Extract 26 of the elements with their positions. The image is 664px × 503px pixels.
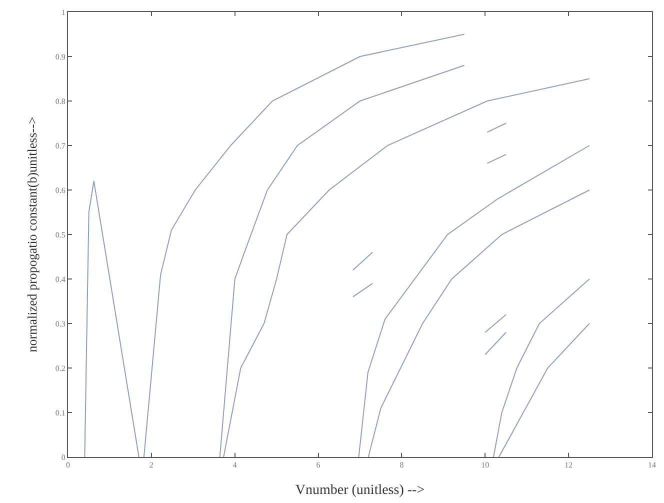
y-tick-label: 0.2 [55, 364, 66, 373]
y-tick-label: 0 [61, 452, 66, 462]
y-tick-label: 0.6 [55, 186, 66, 195]
y-tick-label: 0.4 [55, 274, 66, 284]
x-tick-label: 12 [564, 460, 573, 470]
x-axis-title: Vnumber (unitless) --> [295, 482, 425, 498]
line-series [223, 78, 590, 457]
line-series [219, 64, 465, 457]
y-tick-label: 0.8 [55, 96, 66, 106]
x-tick-label: 10 [481, 460, 490, 470]
y-tick-label: 0.3 [55, 319, 66, 328]
x-tick-label: 2 [149, 460, 154, 470]
line-series [368, 190, 590, 457]
x-tick-label: 8 [400, 460, 404, 470]
x-tick-label: 14 [648, 460, 656, 470]
line-series [358, 145, 590, 457]
x-tick-label: 6 [316, 460, 320, 470]
y-tick-label: 0.1 [55, 408, 66, 418]
y-axis-title: normalized propogatio constant(b)unitless--> [24, 116, 40, 352]
y-tick-label: 0.5 [55, 230, 66, 240]
line-series [492, 278, 590, 457]
y-tick-label: 0.7 [55, 141, 66, 150]
y-tick-label: 1 [61, 8, 66, 17]
line-series [143, 34, 465, 457]
y-tick-label: 0.9 [55, 52, 66, 62]
x-tick-label: 4 [232, 460, 237, 470]
